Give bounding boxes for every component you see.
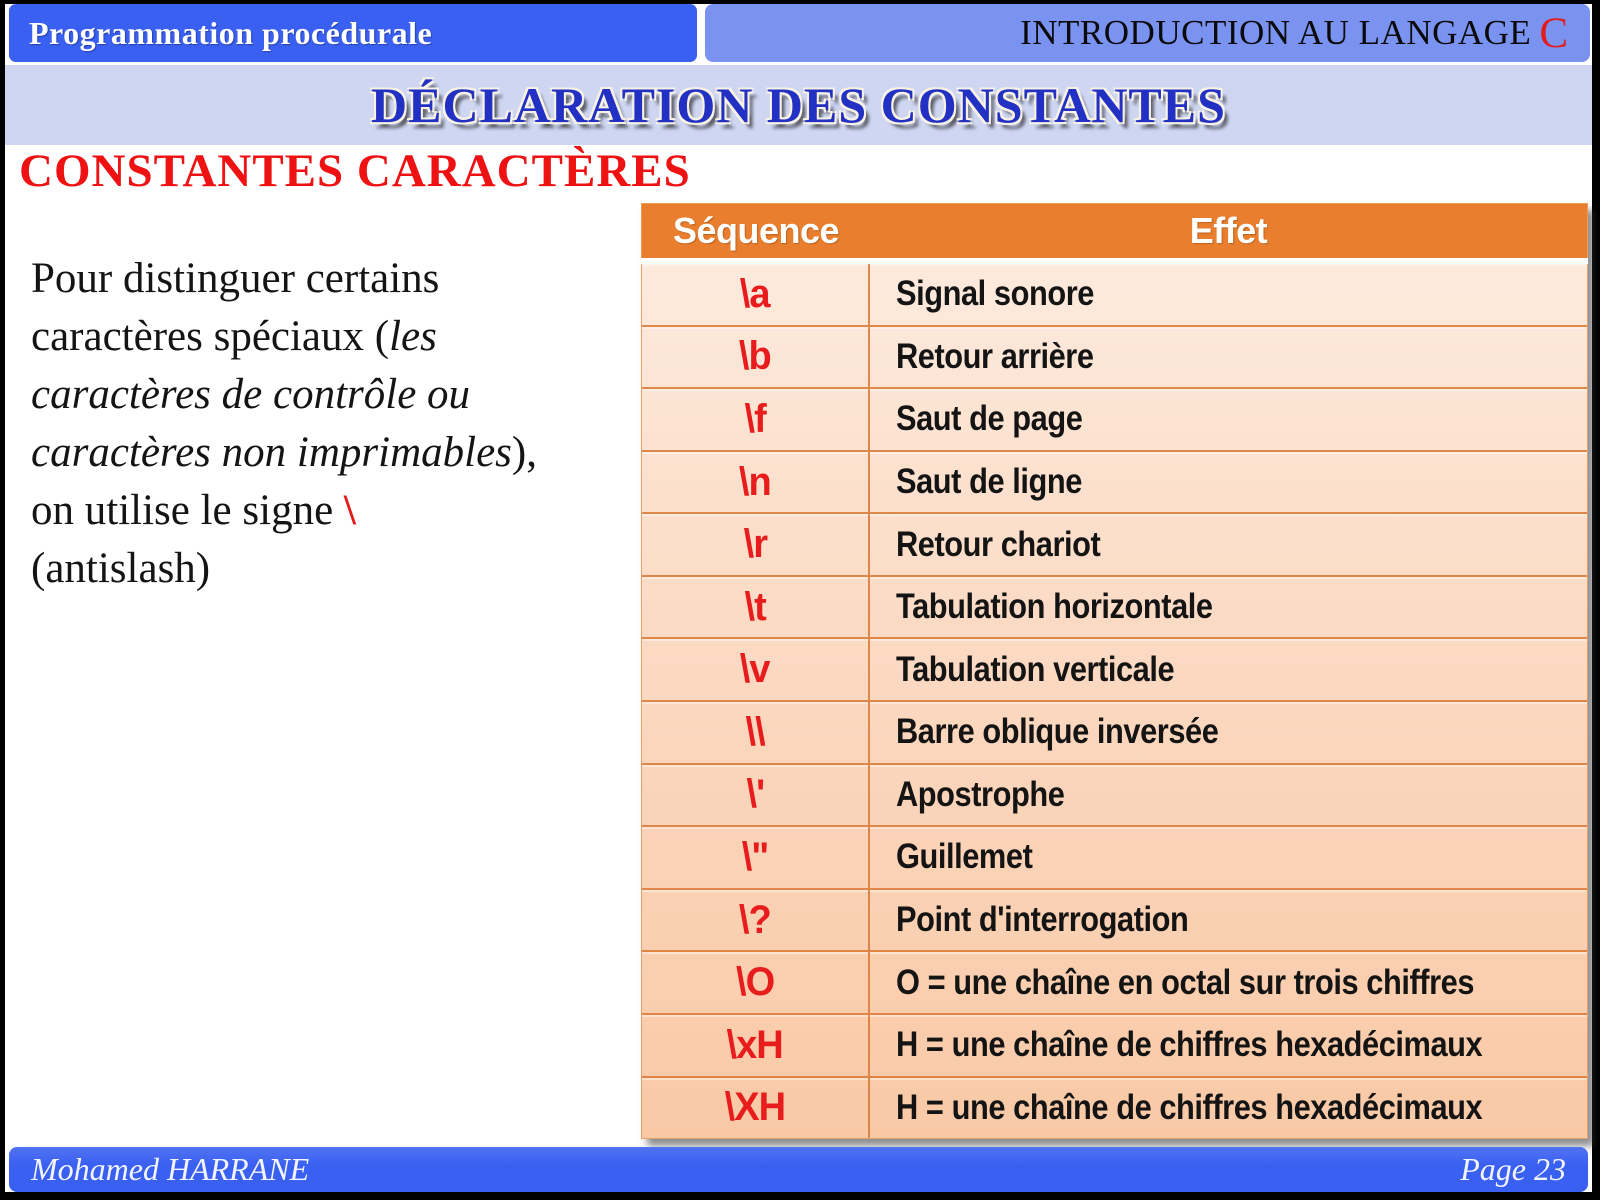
table-row: \? Point d'interrogation <box>642 889 1587 953</box>
language-c-accent: C <box>1539 9 1568 57</box>
sequence-cell: \t <box>642 576 870 638</box>
effect-cell: Saut de ligne <box>896 462 1082 502</box>
section-heading: CONSTANTES CARACTÈRES <box>19 145 691 197</box>
table-row: \r Retour chariot <box>642 514 1587 577</box>
header-left-bar: Programmation procédurale <box>9 4 697 62</box>
body-paragraph: Pour distinguer certains caractères spéc… <box>31 250 671 598</box>
course-title: Programmation procédurale <box>29 14 433 51</box>
column-header-effect: Effet <box>1189 210 1268 251</box>
table-row: \' Apostrophe <box>642 764 1587 828</box>
table-row: \xH H = une chaîne de chiffres hexadécima… <box>642 1014 1587 1078</box>
paragraph-part3: (antislash) <box>31 545 211 592</box>
column-header-sequence: Séquence <box>672 210 840 251</box>
sequence-cell: \" <box>642 827 870 888</box>
sequence-cell: \? <box>642 889 870 951</box>
sequence-cell: \xH <box>642 1014 870 1076</box>
sequence-cell: \f <box>642 389 870 450</box>
table-row: \O O = une chaîne en octal sur trois chif… <box>642 952 1587 1015</box>
sequence-cell: \r <box>642 514 870 575</box>
sequence-cell: \v <box>642 639 870 701</box>
paragraph-part1: Pour distinguer certains caractères spéc… <box>31 255 440 360</box>
table-row: \b Retour arrière <box>642 326 1587 390</box>
effect-cell: Guillemet <box>896 837 1033 877</box>
effect-cell: Barre oblique inversée <box>896 712 1219 752</box>
effect-cell: Retour arrière <box>896 336 1094 376</box>
table-row: \t Tabulation horizontale <box>642 576 1587 640</box>
chapter-title: INTRODUCTION AU LANGAGE <box>1020 13 1532 52</box>
table-row: \\ Barre oblique inversée <box>642 702 1587 765</box>
effect-cell: Signal sonore <box>896 274 1094 314</box>
sequence-cell: \' <box>642 764 870 826</box>
effect-cell: H = une chaîne de chiffres hexadécimaux <box>896 1025 1483 1065</box>
effect-cell: Apostrophe <box>896 774 1065 814</box>
footer-page-number: Page 23 <box>1460 1151 1566 1187</box>
escape-sequence-table: Séquence Effet \a Signal sonore \b Retour a… <box>641 203 1588 1139</box>
effect-cell: Tabulation horizontale <box>896 587 1213 627</box>
sequence-cell: \b <box>642 326 870 388</box>
table-row: \v Tabulation verticale <box>642 639 1587 703</box>
slide-title: DÉCLARATION DES CONSTANTES <box>371 77 1226 133</box>
effect-cell: H = une chaîne de chiffres hexadécimaux <box>896 1087 1483 1127</box>
sequence-cell: \a <box>642 264 870 325</box>
title-band: DÉCLARATION DES CONSTANTES <box>5 65 1592 145</box>
paragraph-part2: ), on utilise le signe <box>31 429 537 534</box>
sequence-cell: \O <box>642 952 870 1013</box>
table-row: \n Saut de ligne <box>642 451 1587 515</box>
effect-cell: Retour chariot <box>896 524 1101 564</box>
footer-author: Mohamed HARRANE <box>31 1151 310 1187</box>
footer-bar: Mohamed HARRANE Page 23 <box>9 1147 1588 1192</box>
escape-table-body: \a Signal sonore \b Retour arrière \f Saut de… <box>641 264 1588 1139</box>
sequence-cell: \XH <box>642 1077 870 1139</box>
sequence-cell: \n <box>642 451 870 513</box>
effect-cell: O = une chaîne en octal sur trois chiffr… <box>896 962 1475 1002</box>
table-row: \f Saut de page <box>642 389 1587 452</box>
header-right-bar: INTRODUCTION AU LANGAGE C <box>705 4 1590 62</box>
sequence-cell: \\ <box>642 702 870 763</box>
effect-cell: Saut de page <box>896 399 1083 439</box>
table-row: \XH H = une chaîne de chiffres hexadécima… <box>642 1077 1587 1139</box>
paragraph-italic: les caractères de contrôle ou caractères… <box>31 313 512 476</box>
effect-cell: Point d'interrogation <box>896 900 1189 940</box>
table-row: \" Guillemet <box>642 827 1587 890</box>
slide: Programmation procédurale INTRODUCTION A… <box>5 4 1592 1192</box>
table-header-gap <box>641 258 1588 264</box>
effect-cell: Tabulation verticale <box>896 649 1175 689</box>
table-header-row: Séquence Effet <box>641 203 1588 258</box>
table-row: \a Signal sonore <box>642 264 1587 327</box>
backslash-sign: \ <box>343 487 356 534</box>
